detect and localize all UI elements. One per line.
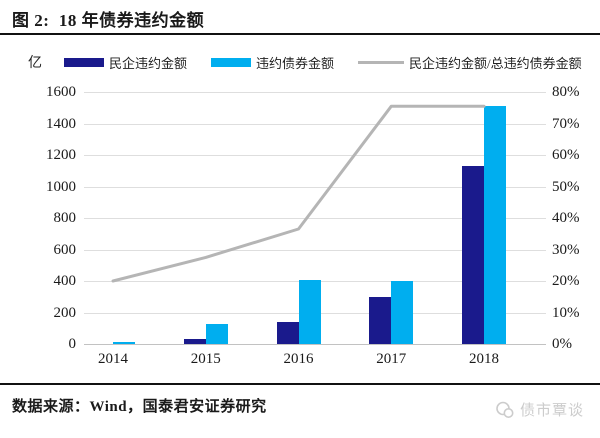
right-axis-tick-label: 60% <box>552 147 580 163</box>
gridline <box>84 124 546 125</box>
left-axis-tick-label: 200 <box>53 305 77 321</box>
bar-private-default <box>462 166 484 344</box>
right-axis-tick-label: 30% <box>552 242 580 258</box>
watermark-logo-icon <box>496 401 514 418</box>
x-axis-tick-label: 2017 <box>376 351 407 367</box>
watermark: 债市覃谈 <box>495 399 584 420</box>
gridline <box>84 250 546 251</box>
bar-private-default <box>369 297 391 344</box>
right-axis-tick-label: 0% <box>552 336 572 352</box>
x-axis-tick-label: 2014 <box>98 351 128 367</box>
bar-bond-default <box>206 324 228 344</box>
gridline <box>84 187 546 188</box>
left-axis-tick-label: 600 <box>53 242 77 258</box>
right-axis-tick-label: 40% <box>552 210 580 226</box>
left-axis-tick-label: 1000 <box>46 179 76 195</box>
legend-item-private-default: 民企违约金额 <box>64 53 187 72</box>
gray-line-swatch-icon <box>358 60 405 64</box>
plot-area <box>84 92 546 345</box>
bar-private-default <box>184 339 206 344</box>
ratio-trend-line <box>111 104 486 283</box>
watermark-text: 债市覃谈 <box>519 403 584 419</box>
bar-bond-default <box>484 106 506 344</box>
bar-bond-default <box>113 342 135 344</box>
gridline <box>84 92 546 93</box>
gridline <box>84 218 546 219</box>
right-axis-tick-label: 50% <box>552 179 580 195</box>
left-axis-unit-label: 亿 <box>28 56 42 71</box>
bar-private-default <box>277 322 299 344</box>
right-axis-tick-label: 70% <box>552 116 580 132</box>
figure-title: 图 2: 18 年债券违约金额 <box>12 11 205 30</box>
bar-bond-default <box>299 280 321 344</box>
left-axis-tick-label: 800 <box>53 210 77 226</box>
legend-label: 违约债券金额 <box>256 55 335 71</box>
left-axis-tick-label: 1600 <box>46 84 76 100</box>
left-axis-tick-label: 0 <box>68 336 77 352</box>
title-divider <box>0 33 600 35</box>
legend-label: 民企违约金额 <box>109 55 188 71</box>
legend-label: 民企违约金额/总违约债券金额 <box>409 55 582 71</box>
x-axis-tick-label: 2015 <box>190 351 221 367</box>
gridline <box>84 344 546 345</box>
footer-divider <box>0 383 600 385</box>
left-axis-tick-label: 400 <box>53 273 77 289</box>
data-source-note: 数据来源：Wind，国泰君安证券研究 <box>12 399 267 415</box>
light-blue-bar-swatch-icon <box>211 57 252 67</box>
right-axis-tick-label: 10% <box>552 305 580 321</box>
left-axis-tick-label: 1200 <box>46 147 76 163</box>
x-axis-tick-label: 2016 <box>283 351 314 367</box>
legend-item-ratio-line: 民企违约金额/总违约债券金额 <box>358 53 582 72</box>
legend: 亿 民企违约金额 违约债券金额 民企违约金额/总违约债券金额 <box>28 53 582 72</box>
right-axis-tick-label: 80% <box>552 84 580 100</box>
right-axis-tick-label: 20% <box>552 273 580 289</box>
legend-item-total-default: 违约债券金额 <box>211 53 334 72</box>
dark-blue-bar-swatch-icon <box>64 57 104 67</box>
left-axis-tick-label: 1400 <box>46 116 76 132</box>
gridline <box>84 155 546 156</box>
x-axis-tick-label: 2018 <box>469 351 499 367</box>
bar-bond-default <box>391 281 413 344</box>
